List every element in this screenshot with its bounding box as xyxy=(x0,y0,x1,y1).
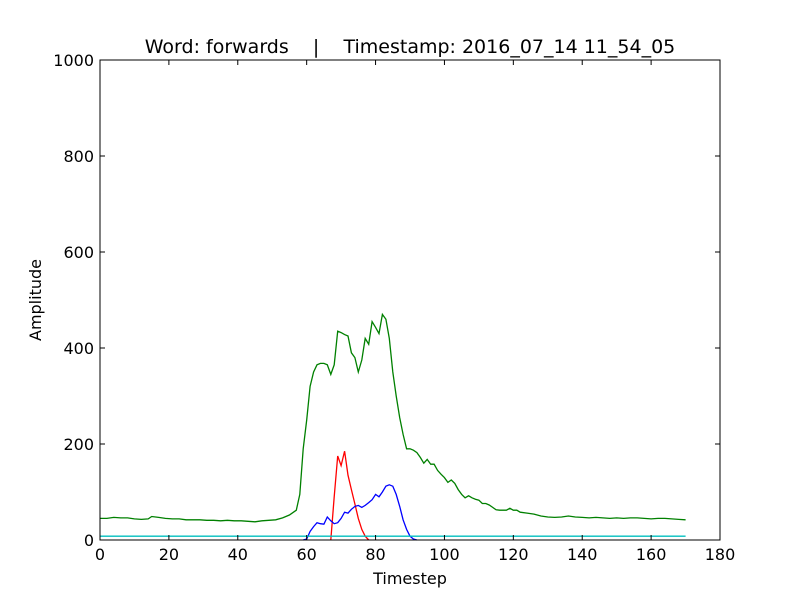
y-axis-label: Amplitude xyxy=(26,259,45,341)
plot-frame xyxy=(99,59,721,541)
series-layer xyxy=(100,312,686,541)
x-tick-label: 180 xyxy=(705,545,736,564)
series-line-2 xyxy=(330,451,370,541)
y-tick-label: 400 xyxy=(63,339,94,358)
x-tick-label: 80 xyxy=(365,545,385,564)
x-axis-label: Timestep xyxy=(372,569,447,588)
y-tick-label: 1000 xyxy=(53,51,94,70)
chart-title: Word: forwards | Timestamp: 2016_07_14 1… xyxy=(145,36,676,58)
x-tick-label: 120 xyxy=(498,545,529,564)
y-tick-label: 800 xyxy=(63,147,94,166)
x-tick-label: 60 xyxy=(296,545,316,564)
y-tick-label: 600 xyxy=(63,243,94,262)
x-tick-label: 40 xyxy=(228,545,248,564)
x-tick-label: 140 xyxy=(567,545,598,564)
x-tick-label: 100 xyxy=(429,545,460,564)
x-tick-label: 20 xyxy=(159,545,179,564)
x-tick-label: 160 xyxy=(636,545,667,564)
x-tick-label: 0 xyxy=(95,545,105,564)
ticks-layer: 0 20 40 60 80 100 120 140 160 180 0 200 400 600 800 100… xyxy=(53,51,735,564)
series-line-3 xyxy=(303,484,418,541)
y-tick-label: 0 xyxy=(84,531,94,550)
y-tick-label: 200 xyxy=(63,435,94,454)
series-line-1 xyxy=(100,312,686,523)
